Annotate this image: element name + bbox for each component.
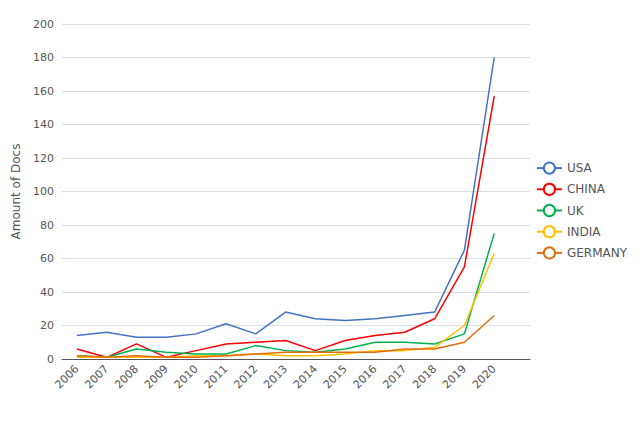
svg-text:2019: 2019 (440, 362, 469, 391)
svg-text:2014: 2014 (291, 362, 320, 391)
svg-text:120: 120 (33, 152, 54, 165)
svg-text:2009: 2009 (142, 362, 171, 391)
svg-text:60: 60 (40, 252, 54, 265)
svg-text:2006: 2006 (53, 362, 82, 391)
svg-text:2012: 2012 (231, 362, 260, 391)
svg-text:UK: UK (567, 204, 585, 218)
svg-text:2015: 2015 (321, 362, 350, 391)
svg-text:2016: 2016 (351, 362, 380, 391)
svg-text:40: 40 (40, 286, 54, 299)
svg-text:0: 0 (47, 353, 54, 366)
svg-text:2010: 2010 (172, 362, 201, 391)
svg-text:Amount of Docs: Amount of Docs (9, 144, 23, 240)
svg-text:2013: 2013 (261, 362, 290, 391)
svg-text:INDIA: INDIA (567, 225, 601, 239)
svg-text:CHINA: CHINA (567, 182, 606, 196)
svg-text:180: 180 (33, 51, 54, 64)
svg-text:200: 200 (33, 18, 54, 31)
svg-text:2017: 2017 (380, 362, 409, 391)
svg-text:20: 20 (40, 319, 54, 332)
svg-text:80: 80 (40, 219, 54, 232)
svg-text:2020: 2020 (470, 362, 499, 391)
svg-text:GERMANY: GERMANY (567, 246, 628, 260)
svg-text:100: 100 (33, 185, 54, 198)
svg-text:2018: 2018 (410, 362, 439, 391)
svg-text:2011: 2011 (202, 362, 231, 391)
svg-text:140: 140 (33, 118, 54, 131)
svg-text:160: 160 (33, 85, 54, 98)
svg-text:2008: 2008 (112, 362, 141, 391)
svg-text:2007: 2007 (82, 362, 111, 391)
svg-text:USA: USA (567, 161, 593, 175)
